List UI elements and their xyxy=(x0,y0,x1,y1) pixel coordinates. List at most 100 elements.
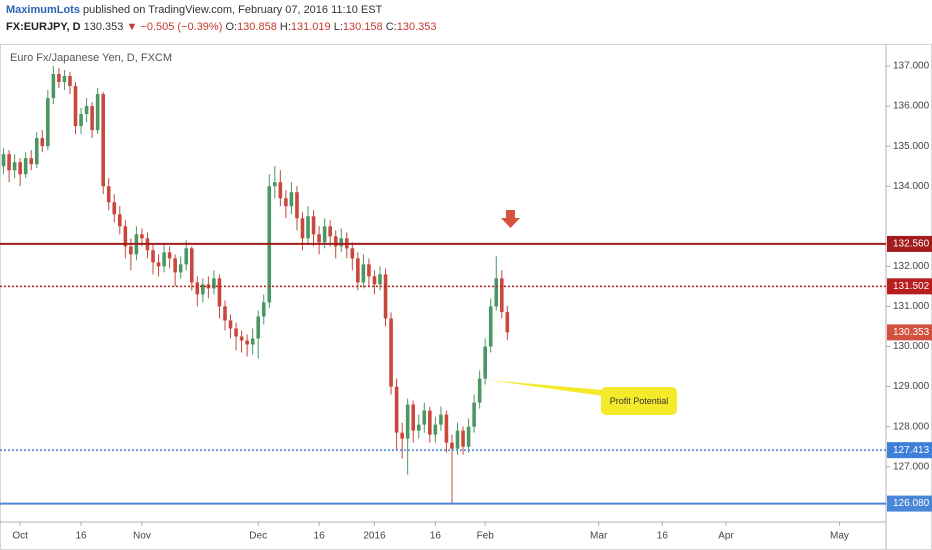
y-tick-label: 127.000 xyxy=(893,461,930,472)
y-tick-label: 137.000 xyxy=(893,61,930,72)
level-box xyxy=(887,278,932,295)
candle-body xyxy=(505,312,510,333)
candle-body xyxy=(389,318,393,387)
candle-body xyxy=(499,278,504,313)
byline: published on TradingView.com, February 0… xyxy=(83,4,383,16)
chart-frame xyxy=(0,44,932,550)
candle-body xyxy=(350,248,355,259)
down-icon: ▼ xyxy=(126,21,138,33)
candle-body xyxy=(273,182,277,187)
candle-body xyxy=(372,276,377,285)
candle-body xyxy=(40,138,45,147)
x-tick-label: 16 xyxy=(430,531,442,542)
candle-body xyxy=(284,198,288,207)
x-tick-label: 16 xyxy=(314,531,326,542)
ohlc: O:130.858 H:131.019 L:130.158 C:130.353 xyxy=(225,21,436,33)
candle-body xyxy=(57,74,61,83)
candle-body xyxy=(51,74,56,99)
y-tick-label: 135.000 xyxy=(893,141,930,152)
level-box xyxy=(887,442,932,459)
candle-body xyxy=(68,76,72,87)
candle-body xyxy=(494,278,499,307)
candle-body xyxy=(101,94,105,187)
x-tick-label: Mar xyxy=(590,531,608,542)
candle-body xyxy=(422,410,427,425)
candle-body xyxy=(383,274,388,319)
candle-body xyxy=(112,202,117,215)
x-tick-label: Feb xyxy=(477,531,495,542)
candle-body xyxy=(62,76,67,83)
candle-body xyxy=(356,258,360,283)
candle-body xyxy=(394,386,399,433)
y-tick-label: 130.000 xyxy=(893,341,930,352)
annotation-text: Profit Potential xyxy=(610,396,669,406)
candle-body xyxy=(90,106,94,131)
candle-body xyxy=(289,192,294,207)
candle-body xyxy=(472,402,476,427)
candle-body xyxy=(433,424,438,435)
candle-body xyxy=(84,106,89,115)
candle-body xyxy=(488,306,493,347)
down-arrow xyxy=(501,210,520,228)
candle-body xyxy=(378,274,382,285)
x-tick-label: 16 xyxy=(657,531,669,542)
candle-body xyxy=(311,216,316,235)
candle-body xyxy=(466,426,471,447)
ohlc-label: C: xyxy=(385,21,397,33)
candle-body xyxy=(29,158,34,165)
candle-body xyxy=(333,236,338,247)
ohlc-value: 130.158 xyxy=(342,21,383,33)
candle-body xyxy=(195,282,200,295)
ohlc-value: 130.353 xyxy=(396,21,437,33)
candle-body xyxy=(245,340,249,345)
candle-body xyxy=(129,246,133,255)
candle-body xyxy=(278,182,283,199)
candle-body xyxy=(361,264,366,283)
x-tick-label: Nov xyxy=(133,531,151,542)
x-tick-label: Dec xyxy=(249,531,267,542)
candle-body xyxy=(189,248,194,283)
candle-body xyxy=(250,338,255,345)
candle-body xyxy=(178,264,183,273)
candle-body xyxy=(405,404,410,439)
candle-body xyxy=(223,306,227,321)
candle-body xyxy=(95,94,100,131)
level-label: 126.080 xyxy=(893,498,930,509)
candle-body xyxy=(156,262,161,267)
candle-body xyxy=(23,158,28,175)
x-tick-label: May xyxy=(830,531,849,542)
candle-body xyxy=(1,154,6,167)
candle-body xyxy=(367,264,371,277)
candle-body xyxy=(239,336,244,341)
candle-body xyxy=(483,346,487,379)
level-label: 132.560 xyxy=(893,239,930,250)
ohlc-value: 130.858 xyxy=(237,21,277,33)
y-tick-label: 128.000 xyxy=(893,421,930,432)
candle-body xyxy=(212,278,216,289)
x-tick-label: Apr xyxy=(718,531,734,542)
candle-body xyxy=(34,138,39,165)
x-tick-label: 16 xyxy=(75,531,87,542)
candle-body xyxy=(12,162,17,171)
y-tick-label: 131.000 xyxy=(893,301,930,312)
candle-body xyxy=(428,410,432,435)
quote-row: FX:EURJPY, D 130.353 ▼ −0.505 (−0.39%) O… xyxy=(6,19,437,36)
change: −0.505 (−0.39%) xyxy=(140,21,223,33)
candle-body xyxy=(439,414,443,425)
candle-body xyxy=(306,216,310,239)
ohlc-label: O: xyxy=(225,21,238,33)
last-price-label: 130.353 xyxy=(893,327,930,338)
candle-body xyxy=(328,226,332,237)
last-price-box xyxy=(887,324,932,341)
candle-body xyxy=(234,328,238,337)
candle-body xyxy=(317,234,321,243)
annotation-pointer xyxy=(488,380,603,396)
candle-body xyxy=(18,162,22,175)
candle-body xyxy=(256,316,261,339)
candle-body xyxy=(416,424,421,431)
candle-body xyxy=(123,226,128,247)
candle-body xyxy=(444,414,449,443)
candle-body xyxy=(7,154,11,171)
